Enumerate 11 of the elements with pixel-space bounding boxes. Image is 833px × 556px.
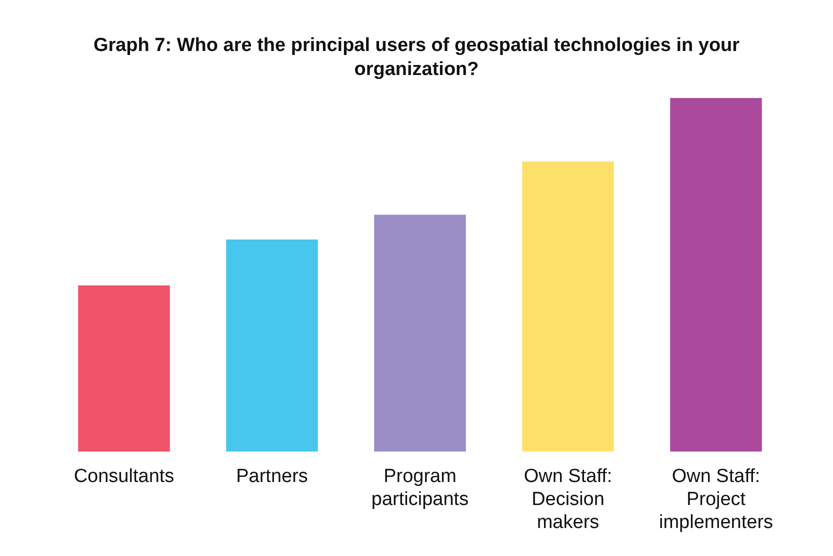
x-tick-label: Partners [236,466,308,488]
x-tick-label: Consultants [74,466,174,488]
x-tick-label: Own Staff: Project implementers [658,466,774,533]
bar [374,214,466,452]
x-tick-label: Own Staff: Decision makers [524,466,612,533]
chart-title: Graph 7: Who are the principal users of geospatial technologies in your organization? [92,34,741,82]
bar [226,239,318,452]
bar [78,285,170,452]
bar [670,98,762,452]
x-tick-label: Program participants [371,466,469,510]
bar [522,162,614,452]
